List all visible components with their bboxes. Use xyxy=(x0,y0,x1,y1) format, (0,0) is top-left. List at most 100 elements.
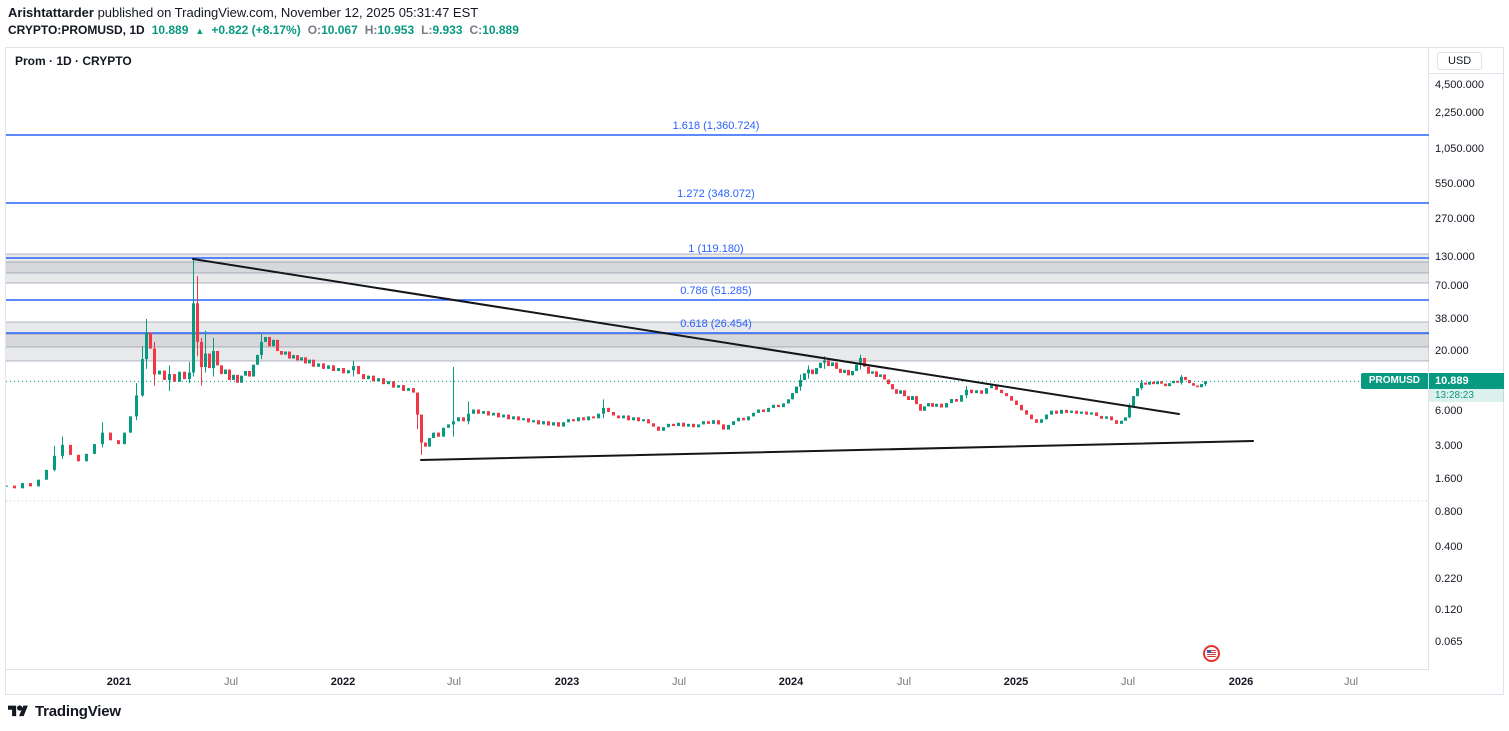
flag-stripes xyxy=(1207,650,1216,657)
candle-body xyxy=(296,355,299,361)
trendline xyxy=(420,440,1254,461)
candle-body xyxy=(737,417,740,422)
candle-body xyxy=(208,353,211,369)
price-axis[interactable]: USD 10.889 13:28:23 4,500.000 2,250.000 1,… xyxy=(1429,48,1504,669)
price-axis-label: 1.600 xyxy=(1435,473,1463,485)
candle-body xyxy=(280,351,283,355)
candle-body xyxy=(487,411,490,416)
candle-body xyxy=(970,389,973,394)
candle-body xyxy=(1132,396,1135,407)
price-axis-label: 6.000 xyxy=(1435,405,1463,417)
candle-body xyxy=(492,412,495,416)
footer-brand-link[interactable]: TradingView xyxy=(8,703,121,720)
candle-body xyxy=(428,438,431,447)
candle-body xyxy=(839,368,842,373)
price-axis-label: 0.220 xyxy=(1435,573,1463,585)
candle-body xyxy=(158,370,161,375)
candle-body xyxy=(512,416,515,420)
candle-body xyxy=(77,454,80,462)
candle-body xyxy=(382,378,385,385)
candle-body xyxy=(372,375,375,382)
candle-body xyxy=(1030,414,1033,420)
candle-body xyxy=(397,385,400,388)
candle-body xyxy=(260,341,263,355)
high-label: H: xyxy=(364,23,378,37)
zone-band xyxy=(6,334,1429,361)
currency-label: USD xyxy=(1437,52,1483,70)
candle-body xyxy=(188,372,191,380)
candle-body xyxy=(442,427,445,437)
candle-body xyxy=(863,357,866,367)
candle-body xyxy=(1176,380,1179,383)
time-axis-label: 2022 xyxy=(330,676,356,688)
candle-body xyxy=(547,421,550,426)
candle-body xyxy=(887,379,890,385)
candle-body xyxy=(607,407,610,412)
fib-label: 0.618 (26.454) xyxy=(680,318,752,330)
candle-body xyxy=(1192,383,1195,386)
candle-body xyxy=(662,427,665,431)
candle-body xyxy=(807,369,810,374)
candle-body xyxy=(1152,381,1155,385)
candle-body xyxy=(232,374,235,380)
candle-body xyxy=(522,418,525,421)
candle-body xyxy=(248,371,251,377)
candle-body xyxy=(582,417,585,421)
candle-body xyxy=(300,357,303,361)
chart-plot-area[interactable]: 1.618 (1,360.724) 1.272 (348.072) 1 (119.1… xyxy=(6,48,1429,669)
time-axis-label: 2024 xyxy=(778,676,804,688)
candle-body xyxy=(1156,381,1159,385)
candle-body xyxy=(642,419,645,422)
time-axis-label: Jul xyxy=(671,676,687,688)
time-axis-label: 2021 xyxy=(106,676,132,688)
trendlines-layer xyxy=(192,258,1254,461)
chart-canvas[interactable]: 1.618 (1,360.724) 1.272 (348.072) 1 (119.1… xyxy=(6,48,1429,669)
candle-body xyxy=(985,388,988,394)
candle-body xyxy=(447,424,450,428)
low-value: L:9.933 xyxy=(421,23,462,37)
candle-body xyxy=(416,392,419,415)
candle-body xyxy=(667,423,670,428)
open-value: O:10.067 xyxy=(308,23,358,37)
time-axis-label: Jul xyxy=(1120,676,1136,688)
candle-body xyxy=(637,417,640,422)
candle-body xyxy=(647,419,650,424)
candle-body xyxy=(1200,384,1203,388)
candle-body xyxy=(697,424,700,428)
candle-body xyxy=(1050,410,1053,415)
fib-extension-layer: 1.618 (1,360.724) 1.272 (348.072) 1 (119.1… xyxy=(6,120,1429,334)
candle-body xyxy=(787,399,790,404)
time-axis[interactable]: 2021 Jul 2022 Jul 2023 Jul 2024 Jul 2025 Jul 2026 J… xyxy=(6,669,1429,695)
candle-body xyxy=(919,404,922,411)
last-price: 10.889 xyxy=(151,23,189,37)
candle-body xyxy=(1160,381,1163,384)
candle-body xyxy=(557,422,560,427)
bar-countdown: 13:28:23 xyxy=(1429,389,1504,403)
fib-label: 1 (119.180) xyxy=(688,243,743,255)
candle-body xyxy=(562,422,565,427)
up-arrow-icon: ▲ xyxy=(195,26,205,36)
candle-body xyxy=(482,411,485,414)
candle-body xyxy=(377,378,380,382)
candle-body xyxy=(879,374,882,377)
candle-body xyxy=(990,385,993,389)
candle-body xyxy=(357,366,360,375)
candle-body xyxy=(392,381,395,388)
candle-body xyxy=(980,390,983,394)
candle-body xyxy=(602,407,605,414)
candle-body xyxy=(1115,420,1118,424)
candle-body xyxy=(652,423,655,427)
close-number: 10.889 xyxy=(482,23,519,37)
candle-body xyxy=(903,390,906,397)
candle-body xyxy=(216,351,219,366)
author-name: Arishtattarder xyxy=(8,5,94,20)
candle-body xyxy=(61,444,64,456)
candle-body xyxy=(883,374,886,380)
fib-label: 1.618 (1,360.724) xyxy=(673,120,760,132)
candle-body xyxy=(895,389,898,394)
price-axis-label: 3.000 xyxy=(1435,440,1463,452)
candle-body xyxy=(1045,414,1048,420)
candle-body xyxy=(477,409,480,414)
candle-body xyxy=(1090,412,1093,415)
candle-body xyxy=(747,416,750,421)
